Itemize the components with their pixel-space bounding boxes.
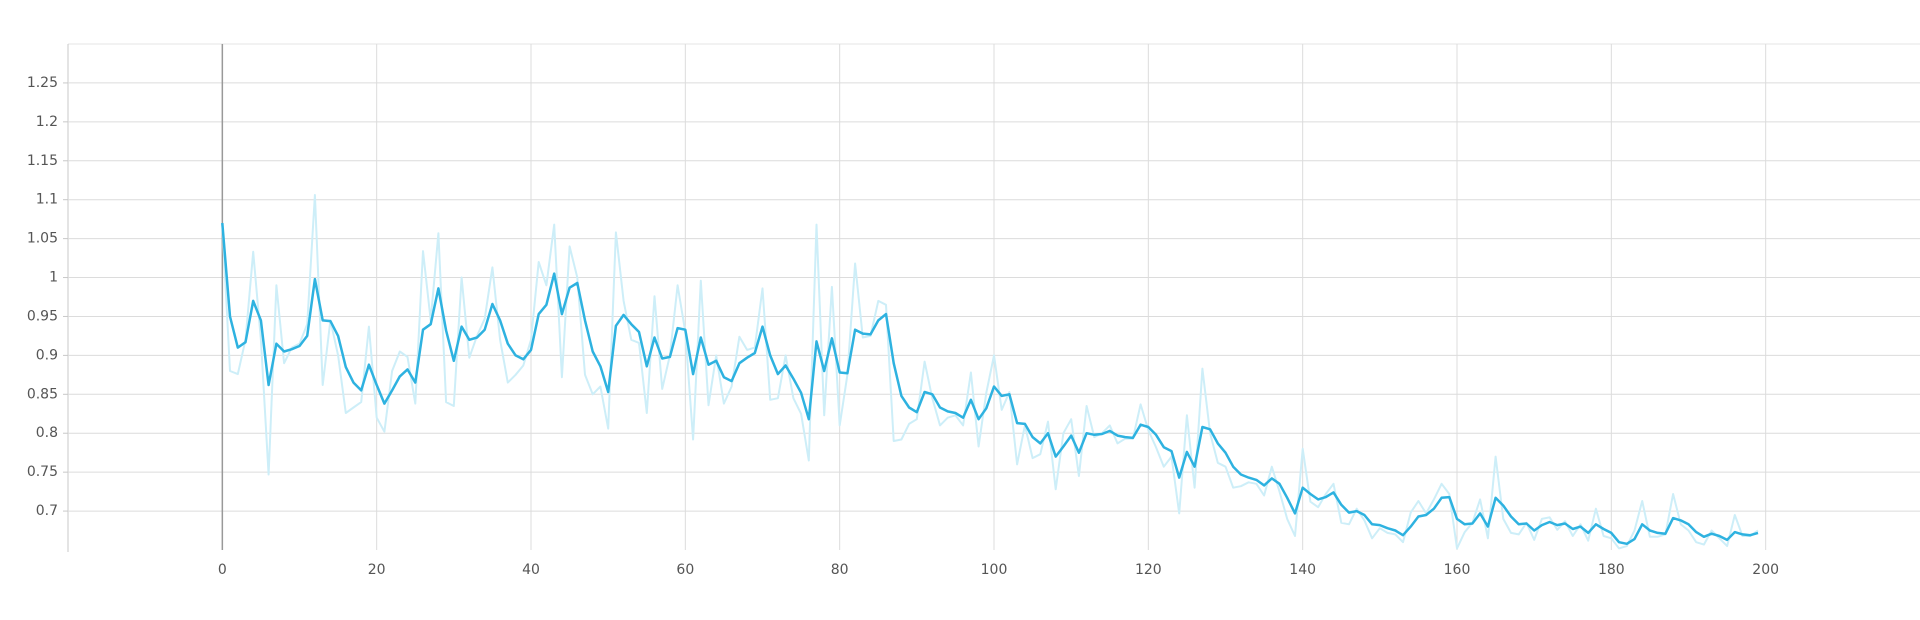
x-tick-label: 60	[676, 562, 694, 578]
x-tick-label: 120	[1135, 562, 1162, 578]
x-tick-label: 40	[522, 562, 540, 578]
y-tick-label: 0.7	[36, 503, 58, 519]
y-tick-label: 1.15	[27, 153, 58, 169]
y-tick-label: 1.1	[36, 192, 58, 208]
y-tick-label: 0.95	[27, 308, 58, 324]
y-tick-label: 0.8	[36, 425, 58, 441]
x-tick-label: 20	[368, 562, 386, 578]
y-tick-label: 1.25	[27, 75, 58, 91]
smoothed-line	[221, 222, 1759, 546]
x-tick-label: 160	[1444, 562, 1471, 578]
x-tick-label: 100	[981, 562, 1008, 578]
raw-line	[221, 194, 1759, 550]
y-tick-label: 0.75	[27, 464, 58, 480]
x-tick-label: 80	[831, 562, 849, 578]
y-tick-label: 1.05	[27, 231, 58, 247]
y-tick-label: 0.9	[36, 347, 58, 363]
x-tick-label: 0	[218, 562, 227, 578]
y-tick-label: 1.2	[36, 114, 58, 130]
y-tick-label: 0.85	[27, 386, 58, 402]
y-tick-label: 1	[49, 270, 58, 286]
x-tick-label: 200	[1752, 562, 1779, 578]
x-tick-label: 180	[1598, 562, 1625, 578]
x-tick-label: 140	[1289, 562, 1316, 578]
